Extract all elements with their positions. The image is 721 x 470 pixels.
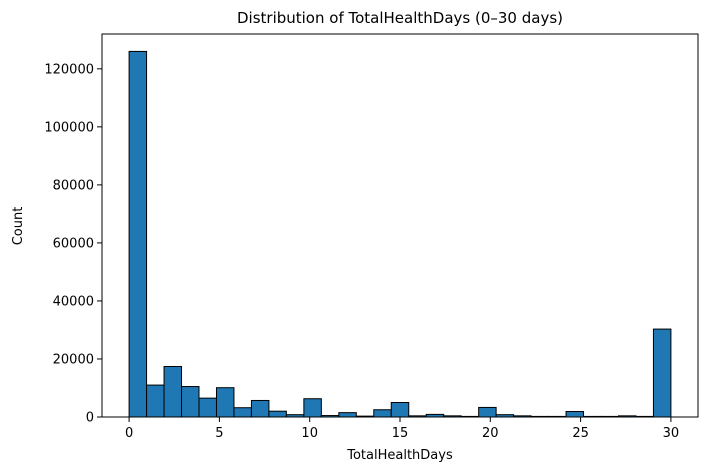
x-axis-ticks: 0 5 10 15 20 25 30	[125, 417, 679, 441]
histogram-bar	[390, 401, 410, 418]
histogram-bar	[215, 387, 235, 418]
histogram-bar	[181, 386, 200, 418]
histogram-bar	[128, 50, 148, 418]
x-tick-label: 0	[125, 426, 133, 441]
y-tick-label: 100000	[44, 120, 94, 135]
y-tick-label: 40000	[53, 294, 94, 309]
y-axis-ticks: 0 20000 40000 60000 80000 100000 120000	[44, 62, 102, 426]
histogram-bar	[652, 328, 672, 418]
histogram-bar	[478, 406, 497, 418]
histogram-bar	[565, 410, 585, 418]
y-axis-label: Count	[11, 207, 26, 246]
x-tick-label: 15	[392, 426, 409, 441]
y-tick-label: 0	[86, 411, 94, 426]
histogram-bar	[338, 412, 357, 418]
x-tick-label: 30	[663, 426, 680, 441]
histogram-bar	[250, 399, 270, 418]
plot-frame	[101, 33, 699, 418]
x-tick-label: 20	[482, 426, 499, 441]
x-axis-label: TotalHealthDays	[346, 448, 453, 463]
histogram-bar	[268, 410, 287, 418]
y-tick-label: 80000	[53, 178, 94, 193]
histogram-bar	[146, 384, 165, 418]
x-tick-label: 5	[215, 426, 223, 441]
y-tick-label: 20000	[53, 352, 94, 367]
histogram-bar	[163, 366, 183, 418]
histogram-bar	[233, 407, 252, 418]
histogram-bar	[303, 398, 322, 418]
y-tick-label: 120000	[44, 62, 94, 77]
y-tick-label: 60000	[53, 236, 94, 251]
x-tick-label: 10	[301, 426, 318, 441]
bars-group	[128, 50, 672, 418]
histogram-bar	[373, 409, 392, 418]
chart-title: Distribution of TotalHealthDays (0–30 da…	[237, 9, 563, 27]
histogram-bar	[198, 397, 217, 418]
x-tick-label: 25	[572, 426, 589, 441]
